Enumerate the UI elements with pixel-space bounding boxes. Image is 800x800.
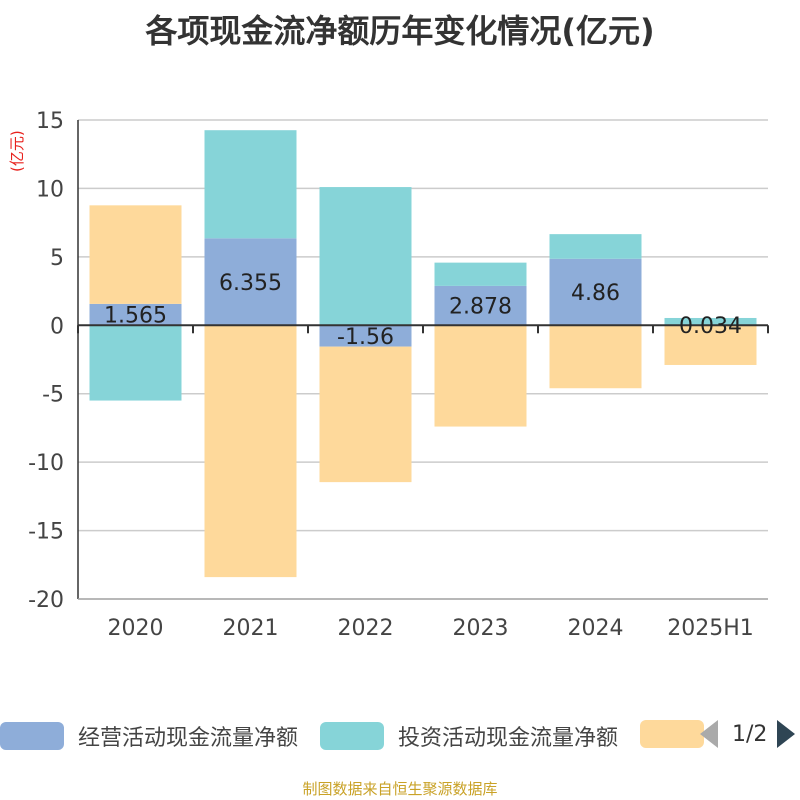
y-axis-ticks: 15 10 5 0 -5 -10 -15 -20: [28, 109, 64, 613]
legend-swatch-investing: [320, 722, 384, 750]
bar-investing-2021: [204, 130, 297, 239]
bar-operating-2021: [204, 238, 297, 326]
bar-investing-2023: [434, 262, 527, 286]
legend-label-operating: 经营活动现金流量净额: [78, 726, 299, 751]
y-tick-label: -10: [28, 451, 64, 476]
x-tick-label: 2021: [223, 616, 279, 641]
bar-financing-2022: [319, 346, 412, 483]
bar-series: [89, 130, 757, 578]
bar-operating-2022: [319, 325, 412, 347]
legend-item-operating[interactable]: 经营活动现金流量净额: [0, 720, 298, 752]
x-tick-label: 2023: [453, 616, 509, 641]
x-axis: [77, 324, 769, 600]
legend-item-financing[interactable]: [640, 720, 704, 748]
x-tick-label: 2020: [108, 616, 164, 641]
bar-operating-2020: [89, 303, 182, 326]
y-tick-label: 0: [50, 314, 64, 339]
data-label-operating: 2.878: [449, 295, 512, 320]
data-label-operating: 6.355: [219, 271, 282, 296]
next-page-icon[interactable]: [777, 720, 796, 748]
legend-label-investing: 投资活动现金流量净额: [398, 726, 619, 751]
bar-financing-2024: [549, 325, 642, 389]
legend-swatch-operating: [0, 722, 64, 750]
data-source-note: 制图数据来自恒生聚源数据库: [302, 780, 498, 798]
legend-item-investing[interactable]: 投资活动现金流量净额: [320, 720, 618, 752]
y-tick-label: -20: [28, 588, 64, 613]
bar-operating-2023: [434, 285, 527, 326]
y-tick-label: -15: [28, 520, 64, 545]
y-tick-label: 10: [36, 177, 64, 202]
data-label-operating: 4.86: [571, 281, 620, 306]
y-tick-label: 5: [50, 246, 64, 271]
bar-financing-2025H1: [664, 325, 757, 365]
bar-investing-2024: [549, 234, 642, 259]
bar-investing-2022: [319, 187, 412, 326]
x-tick-label: 2022: [338, 616, 394, 641]
bar-financing-2023: [434, 325, 527, 427]
legend-pager: 1/2: [700, 720, 796, 748]
chart-title: 各项现金流净额历年变化情况(亿元): [145, 12, 655, 50]
data-label-operating: 1.565: [104, 304, 167, 329]
data-label-operating: -1.56: [337, 325, 394, 350]
bar-financing-2020: [89, 205, 182, 304]
legend: 经营活动现金流量净额 投资活动现金流量净额 1/2: [0, 716, 800, 756]
data-label-operating: 0.034: [679, 314, 742, 339]
legend-page-indicator: 1/2: [732, 721, 768, 747]
x-tick-label: 2024: [568, 616, 624, 641]
y-tick-label: -5: [42, 383, 64, 408]
bar-investing-2025H1: [664, 317, 757, 325]
x-axis-labels: 2020 2021 2022 2023 2024 2025H1: [108, 616, 754, 641]
bar-operating-2024: [549, 258, 642, 326]
prev-page-icon[interactable]: [700, 720, 718, 748]
legend-swatch-financing: [640, 720, 704, 748]
x-tick-label: 2025H1: [667, 616, 754, 641]
bar-financing-2021: [204, 325, 297, 578]
bar-investing-2020: [89, 325, 182, 401]
y-tick-label: 15: [36, 109, 64, 134]
data-labels: 1.565 6.355 -1.56 2.878 4.86 0.034: [104, 271, 742, 350]
